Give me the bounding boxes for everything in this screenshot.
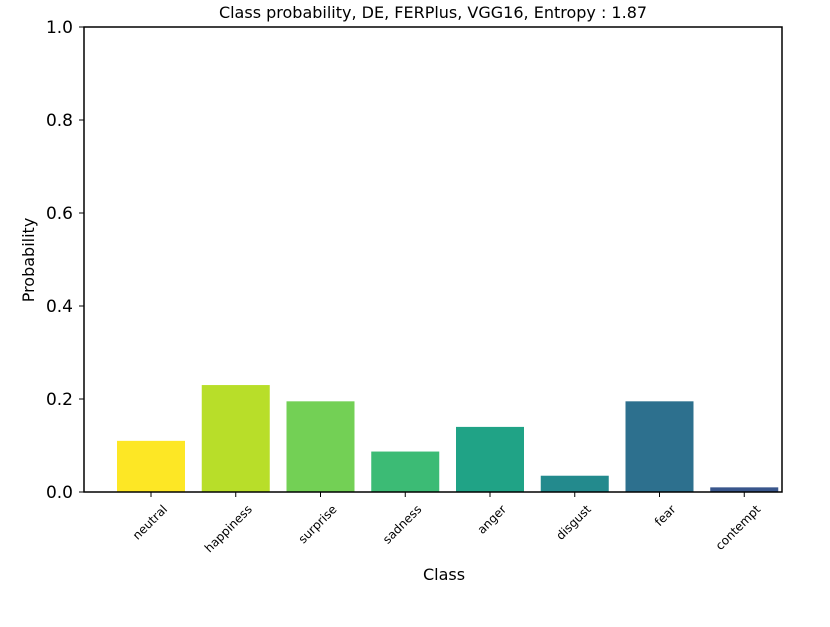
bar-contempt xyxy=(710,487,779,492)
y-tick-label: 0.2 xyxy=(46,390,73,410)
x-tick-label-fear: fear xyxy=(652,502,679,529)
chart-title: Class probability, DE, FERPlus, VGG16, E… xyxy=(219,3,647,22)
x-tick-label-sadness: sadness xyxy=(380,502,424,546)
y-tick-label: 0.0 xyxy=(46,483,73,503)
bar-anger xyxy=(456,426,524,492)
bar-fear xyxy=(625,401,694,492)
x-tick-label-neutral: neutral xyxy=(130,502,170,542)
bar-disgust xyxy=(540,475,609,492)
bars-group xyxy=(117,385,779,492)
bar-sadness xyxy=(371,451,440,492)
x-tick-label-contempt: contempt xyxy=(713,502,764,553)
x-tick-label-disgust: disgust xyxy=(553,502,594,543)
y-tick-label: 0.8 xyxy=(46,111,73,131)
x-axis-label: Class xyxy=(423,565,465,584)
x-axis-ticks: neutral happiness surprise sadness anger disg… xyxy=(130,492,764,555)
bar-neutral xyxy=(117,440,185,492)
bar-surprise xyxy=(286,401,355,492)
y-tick-label: 1.0 xyxy=(46,18,73,38)
y-tick-label: 0.4 xyxy=(46,297,73,317)
y-tick-label: 0.6 xyxy=(46,204,73,224)
y-axis-ticks: 0.0 0.2 0.4 0.6 0.8 1.0 xyxy=(46,18,84,503)
y-axis-label: Probability xyxy=(19,218,38,303)
x-tick-label-surprise: surprise xyxy=(296,502,340,546)
plot-frame xyxy=(83,26,783,493)
bar-happiness xyxy=(201,385,270,492)
x-tick-label-anger: anger xyxy=(475,502,510,537)
x-tick-label-happiness: happiness xyxy=(202,502,255,555)
